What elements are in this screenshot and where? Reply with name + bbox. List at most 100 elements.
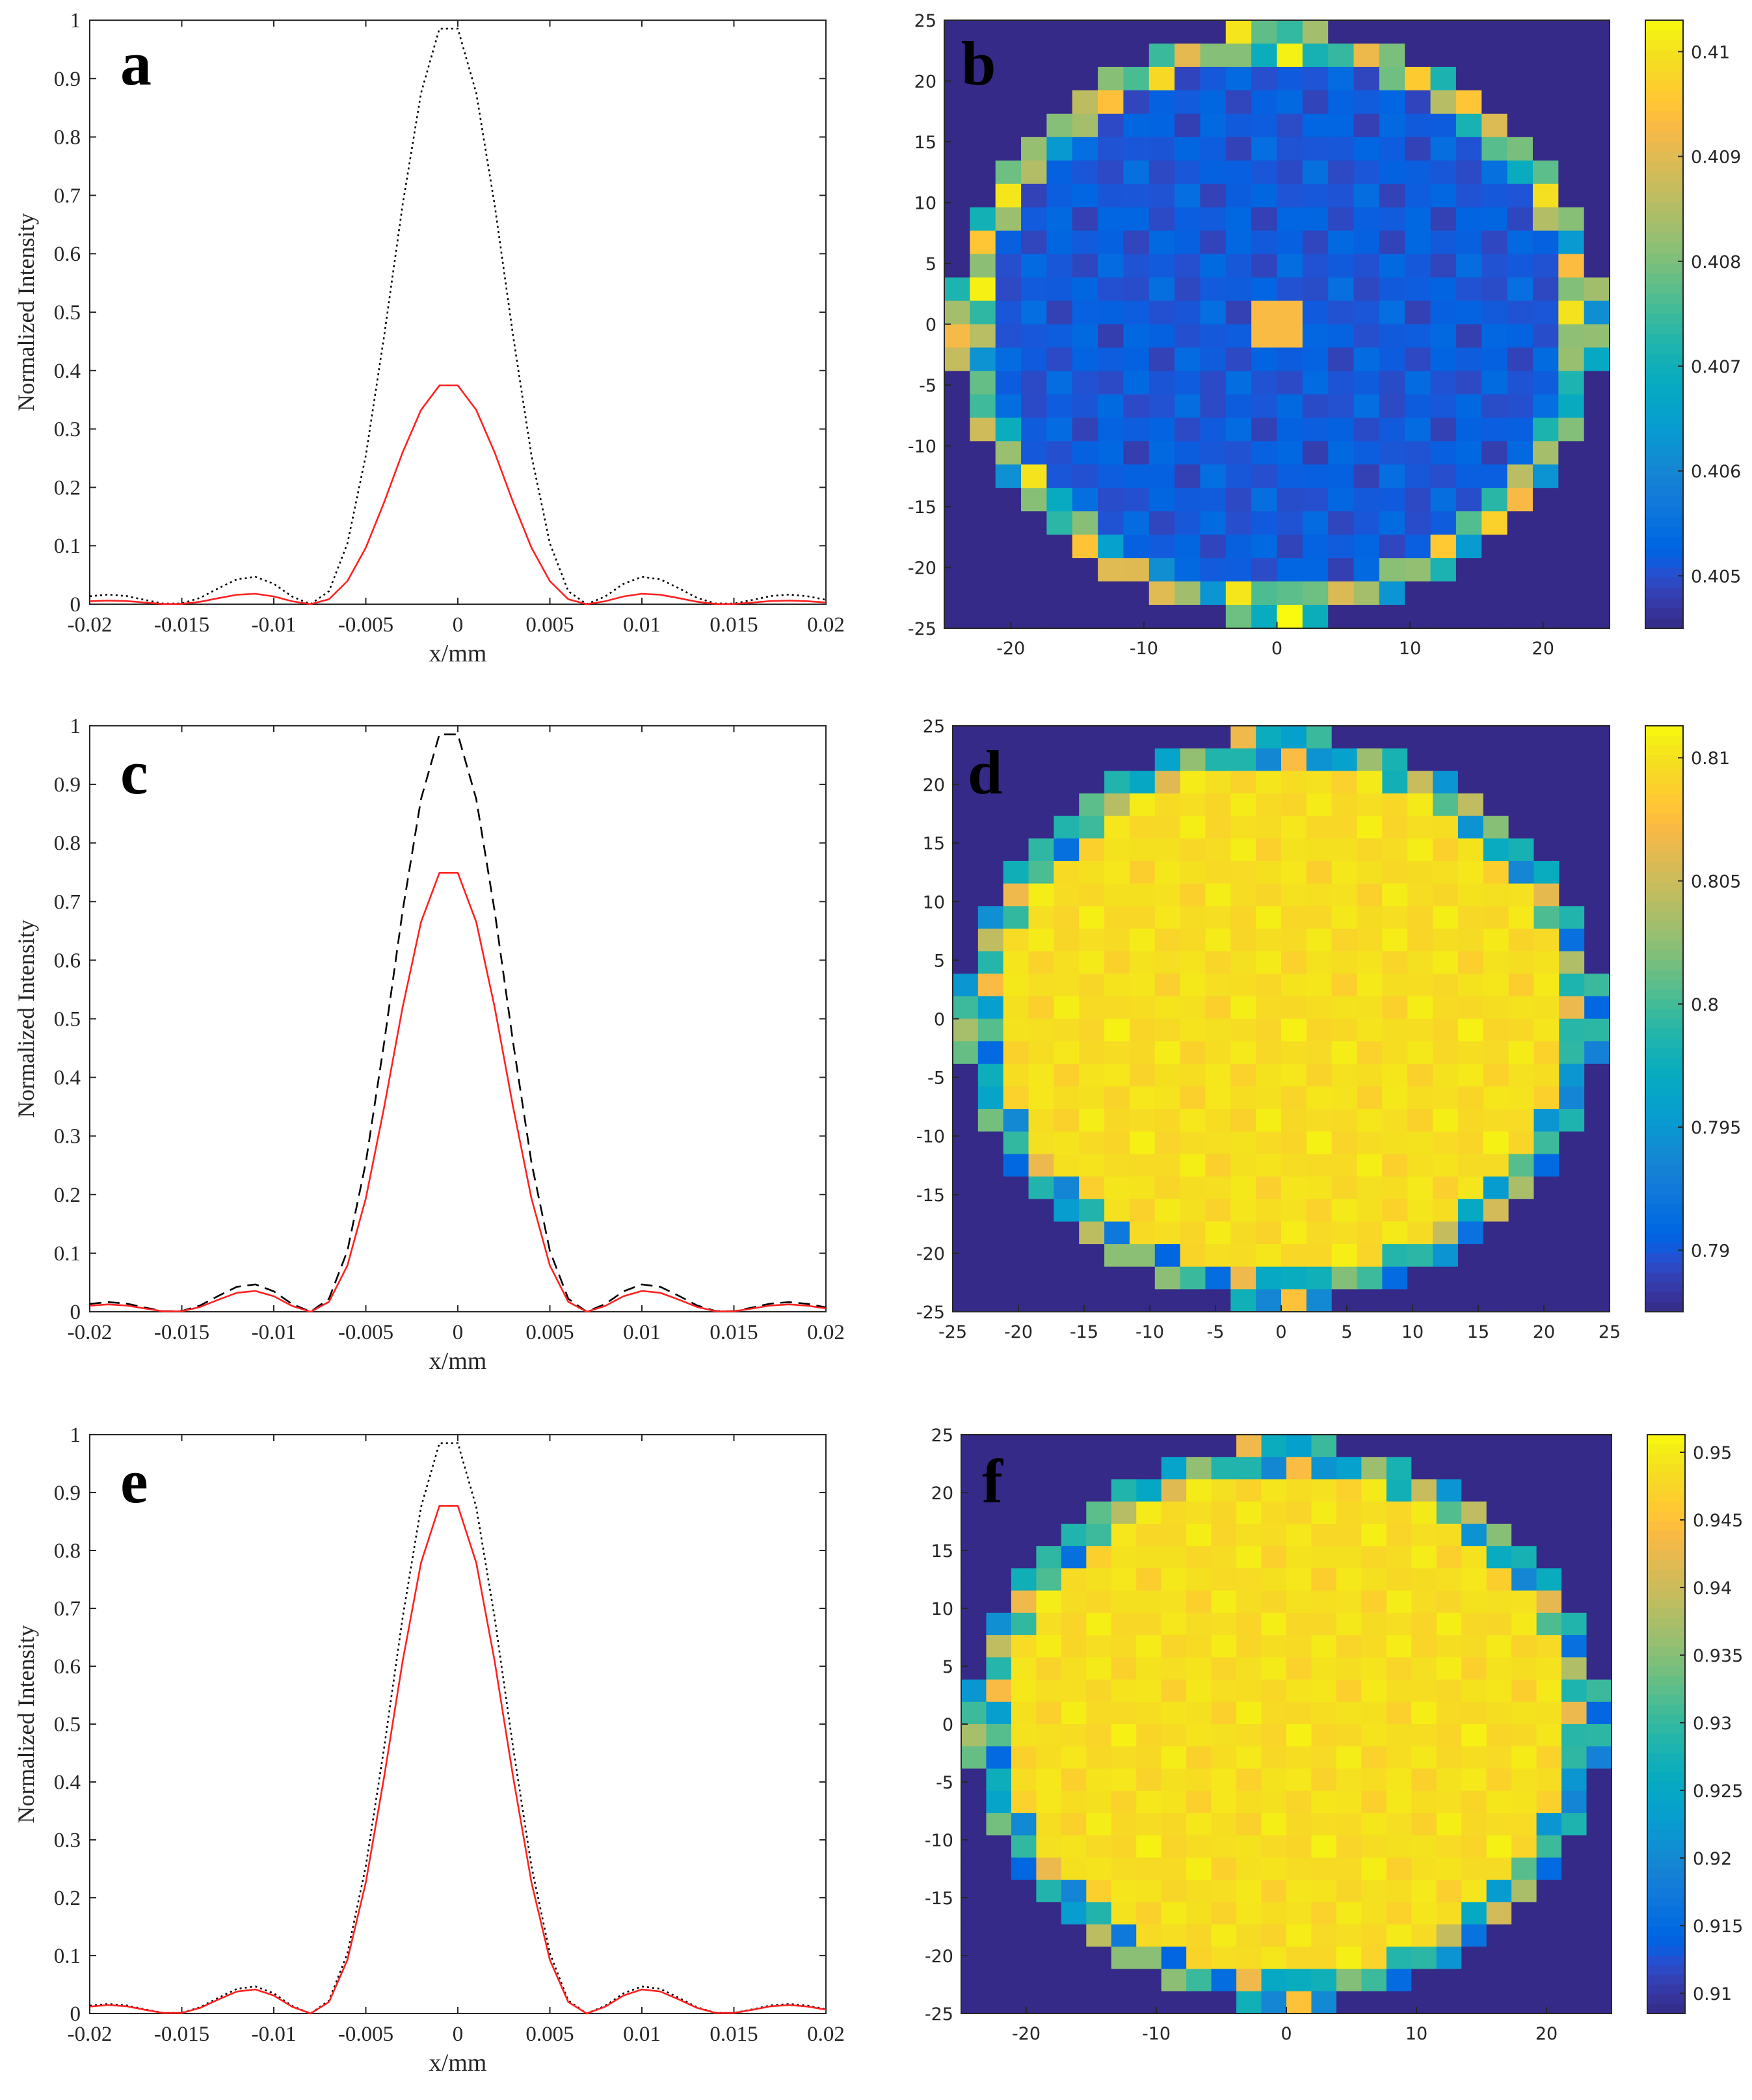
heat-cell: [995, 558, 1022, 582]
heat-cell: [970, 324, 996, 349]
colorbar-step: [1647, 1946, 1685, 1956]
heat-cell: [1072, 488, 1098, 512]
heat-cell: [1028, 771, 1054, 794]
heat-cell: [1586, 1724, 1612, 1747]
heat-cell: [1205, 951, 1231, 974]
heat-cell: [1225, 113, 1252, 138]
heat-cell: [1584, 418, 1610, 442]
heat-cell: [1507, 488, 1533, 512]
x-tick-label: -15: [1070, 1322, 1098, 1342]
colorbar-step: [1647, 1849, 1685, 1860]
heat-cell: [1277, 20, 1303, 44]
heat-cell: [1405, 324, 1431, 349]
heat-cell: [1481, 394, 1508, 418]
colorbar-step: [1645, 202, 1683, 213]
heat-cell: [1129, 1041, 1156, 1065]
heat-cell: [1186, 1746, 1212, 1770]
heat-cell: [1382, 883, 1408, 907]
heat-cell: [1481, 300, 1508, 325]
heat-cell: [1236, 1457, 1262, 1480]
heat-cell: [995, 511, 1022, 535]
y-axis-label: Normalized Intensity: [13, 1625, 39, 1824]
heat-cell: [1098, 394, 1124, 418]
colorbar-step: [1645, 989, 1683, 1000]
heat-cell: [1331, 951, 1358, 974]
heat-cell: [995, 207, 1022, 232]
heat-cell: [1175, 113, 1201, 138]
heat-cell: [1405, 511, 1431, 535]
heat-cell: [1205, 906, 1231, 929]
heat-cell: [1180, 1063, 1206, 1087]
heat-cell: [953, 883, 979, 907]
heat-cell: [1054, 860, 1080, 884]
heat-cell: [1277, 394, 1303, 418]
heat-cell: [1386, 1924, 1412, 1947]
heat-cell: [1028, 883, 1054, 907]
heat-cell: [1028, 951, 1054, 974]
heat-cell: [995, 464, 1022, 488]
heat-cell: [1586, 1457, 1612, 1480]
heat-cell: [1558, 558, 1585, 582]
heat-cell: [977, 771, 1004, 794]
heat-cell: [977, 1199, 1004, 1222]
heat-cell: [1098, 66, 1124, 91]
heat-cell: [1028, 793, 1054, 817]
colorbar-step: [1645, 1253, 1683, 1264]
heat-cell: [1003, 1154, 1029, 1177]
heat-cell: [1507, 558, 1533, 582]
heat-cell: [1104, 726, 1130, 749]
heat-cell: [1532, 605, 1559, 629]
heat-cell: [1558, 441, 1585, 465]
heat-cell: [1211, 1813, 1237, 1836]
heat-cell: [1028, 816, 1054, 839]
heat-cell: [1054, 974, 1080, 997]
heat-cell: [1382, 1131, 1408, 1155]
colorbar-step: [1645, 567, 1683, 578]
heat-cell: [1382, 1063, 1408, 1087]
colorbar-step: [1647, 1463, 1685, 1474]
heat-cell: [977, 748, 1004, 771]
heat-cell: [1072, 581, 1098, 605]
heat-cell: [1046, 160, 1073, 185]
heat-cell: [1511, 1947, 1537, 1970]
heat-cell: [986, 1612, 1012, 1636]
heat-cell: [1046, 113, 1073, 138]
heat-cell: [1558, 511, 1585, 535]
heat-cell: [1123, 324, 1150, 349]
heat-cell: [1533, 860, 1560, 884]
heat-cell: [1382, 1086, 1408, 1110]
heat-cell: [995, 43, 1022, 68]
heat-cell: [1161, 1768, 1187, 1792]
heat-cell: [1111, 1679, 1137, 1703]
y-tick-label: -15: [908, 498, 936, 518]
heat-cell: [1311, 1813, 1337, 1836]
colorbar-step: [1645, 1057, 1683, 1069]
heat-cell: [1433, 974, 1459, 997]
heat-cell: [1261, 1679, 1287, 1703]
heat-cell: [1507, 254, 1533, 278]
heat-cell: [1584, 996, 1610, 1020]
heat-cell: [1046, 254, 1073, 278]
heat-cell: [1021, 347, 1047, 372]
heat-cell: [1328, 137, 1355, 161]
heat-cell: [1382, 996, 1408, 1020]
heat-cell: [961, 1479, 987, 1502]
heat-cell: [1211, 1835, 1237, 1858]
heat-cell: [1251, 90, 1278, 114]
heat-cell: [1508, 726, 1535, 749]
heat-cell: [1061, 1768, 1087, 1792]
heat-cell: [1003, 1199, 1029, 1222]
heat-cell: [1357, 1289, 1383, 1312]
colorbar-tick-label: 0.408: [1691, 252, 1741, 272]
heat-cell: [1361, 1991, 1387, 2014]
heat-cell: [1161, 1501, 1187, 1524]
heat-cell: [1028, 860, 1054, 884]
heat-cell: [1236, 1813, 1262, 1836]
heat-cell: [1336, 1435, 1362, 1457]
heat-cell: [1200, 183, 1227, 208]
heat-cell: [1507, 20, 1533, 44]
heat-cell: [1584, 1063, 1610, 1087]
heat-cell: [1003, 1131, 1029, 1155]
heat-cell: [1277, 90, 1303, 114]
heat-cell: [1353, 464, 1380, 488]
